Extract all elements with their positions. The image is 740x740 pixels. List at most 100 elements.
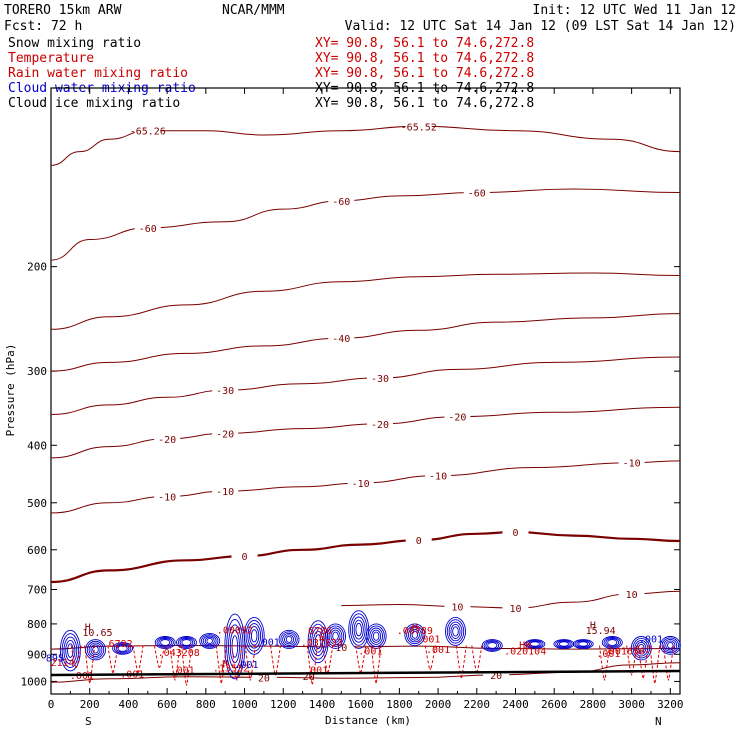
cloud-water-contour xyxy=(408,627,422,643)
isotherm-label-bg xyxy=(405,120,432,132)
model-name: TORERO 15km ARW xyxy=(4,3,122,18)
x-tick-label: 1400 xyxy=(309,698,336,711)
cloud-water-contour xyxy=(665,640,676,651)
cloud-water-contour xyxy=(558,641,569,647)
cloud-water-contour xyxy=(328,627,343,645)
isotherm-label: -10 xyxy=(623,459,641,470)
isotherm-line xyxy=(50,460,681,514)
center-name: NCAR/MMM xyxy=(222,3,285,18)
isotherm-label-bg xyxy=(212,384,239,396)
cloud-water-contour xyxy=(250,629,258,643)
isotherm-line xyxy=(50,356,681,415)
isotherm-label: -20 xyxy=(216,429,234,440)
cloud-water-contour xyxy=(199,632,221,649)
isotherm-label-bg xyxy=(463,186,490,198)
cloud-water-contour xyxy=(201,634,219,648)
isotherm-label: 0 xyxy=(242,552,248,563)
cloud-water-contour xyxy=(572,639,594,649)
cloud-water-contour xyxy=(285,635,293,643)
cloud-water-contour xyxy=(176,636,197,649)
x-tick-label: 800 xyxy=(196,698,216,711)
isotherm-label-bg xyxy=(483,668,510,680)
isotherm-label-bg xyxy=(212,485,239,497)
rain-water-contour xyxy=(84,645,96,684)
cloud-water-contour xyxy=(85,639,106,661)
isotherm-line xyxy=(50,188,681,261)
y-tick-label: 200 xyxy=(27,261,47,274)
cloud-water-contour xyxy=(663,639,678,652)
cloud-water-contour xyxy=(630,636,652,661)
rain-water-contour xyxy=(181,645,192,686)
cloud-water-contour xyxy=(67,643,74,658)
contour-annotation: H xyxy=(412,622,418,633)
contour-annotation: HH xyxy=(519,640,531,651)
cloud-water-contour xyxy=(90,644,101,656)
isotherm-label: 0 xyxy=(512,528,518,539)
isotherm-label-bg xyxy=(231,550,258,562)
cloud-water-contour xyxy=(229,629,240,664)
contour-annotation: 15.94 xyxy=(586,626,616,637)
y-tick-label: 500 xyxy=(27,497,47,510)
cloud-water-contour xyxy=(355,622,362,637)
isotherm-label: 10 xyxy=(335,643,347,654)
cloud-water-contour xyxy=(632,637,650,659)
cloud-water-contour xyxy=(112,642,134,655)
cloud-water-contour xyxy=(576,640,591,648)
contour-annotation: 2114 xyxy=(51,658,75,669)
isotherm-line xyxy=(50,530,681,584)
legend-entry: Cloud ice mixing ratio xyxy=(8,96,180,111)
contour-annotation: .001 xyxy=(426,645,450,656)
contour-annotation: 895 xyxy=(46,653,64,664)
x-tick-label: 2600 xyxy=(541,698,568,711)
rain-water-contour xyxy=(355,645,367,673)
isotherm-line xyxy=(50,313,681,372)
x-tick-label: 1600 xyxy=(347,698,374,711)
isotherm-label: -60 xyxy=(332,197,350,208)
cloud-water-contour xyxy=(452,626,459,637)
legend-xy: XY= 90.8, 56.1 to 74.6,272.8 xyxy=(315,51,534,66)
x-tick-label: 400 xyxy=(118,698,138,711)
rain-water-contour xyxy=(306,645,318,685)
cloud-water-contour xyxy=(282,632,296,646)
cloud-water-contour xyxy=(448,621,463,642)
contour-annotation: .001 xyxy=(304,666,328,677)
y-tick-label: 800 xyxy=(27,618,47,631)
isotherm-line xyxy=(50,125,681,166)
rain-water-contour xyxy=(231,645,243,681)
cloud-water-contour xyxy=(557,640,571,648)
rain-water-contour xyxy=(471,645,483,673)
forecast-hour: Fcst: 72 h xyxy=(4,19,82,34)
cloud-water-contour xyxy=(330,629,341,643)
cloud-water-contour xyxy=(247,623,262,649)
isotherm-label: 20 xyxy=(258,673,270,684)
cloud-water-contour xyxy=(86,640,105,659)
cloud-water-contour xyxy=(371,629,382,643)
cloud-water-contour xyxy=(206,637,213,644)
isotherm-label: -10 xyxy=(429,472,447,483)
isotherm-label-bg xyxy=(328,332,355,344)
cloud-water-contour xyxy=(372,631,380,641)
cloud-water-contour xyxy=(404,623,426,646)
isotherm-label-bg xyxy=(367,417,394,429)
cloud-water-contour xyxy=(348,610,370,649)
cloud-water-contour xyxy=(204,636,215,646)
surface-line xyxy=(50,669,681,677)
cloud-water-contour xyxy=(311,627,325,657)
rain-water-contour xyxy=(649,645,661,684)
cloud-water-contour xyxy=(332,631,339,641)
cloud-water-contour xyxy=(63,636,78,665)
cloud-water-contour xyxy=(369,627,383,645)
contour-annotation: H xyxy=(85,622,91,633)
cloud-water-contour xyxy=(445,616,466,646)
cloud-water-contour xyxy=(659,636,681,655)
cloud-water-contour xyxy=(278,629,300,649)
isotherm-label: 20 xyxy=(490,671,502,682)
isotherm-label-bg xyxy=(347,476,374,488)
cloud-water-contour xyxy=(607,639,618,646)
contour-annotation: .037633 xyxy=(301,638,343,649)
cloud-water-contour xyxy=(446,619,465,644)
cloud-water-contour xyxy=(365,623,387,649)
cloud-water-contour xyxy=(367,625,385,647)
x-tick-label: 2000 xyxy=(425,698,452,711)
